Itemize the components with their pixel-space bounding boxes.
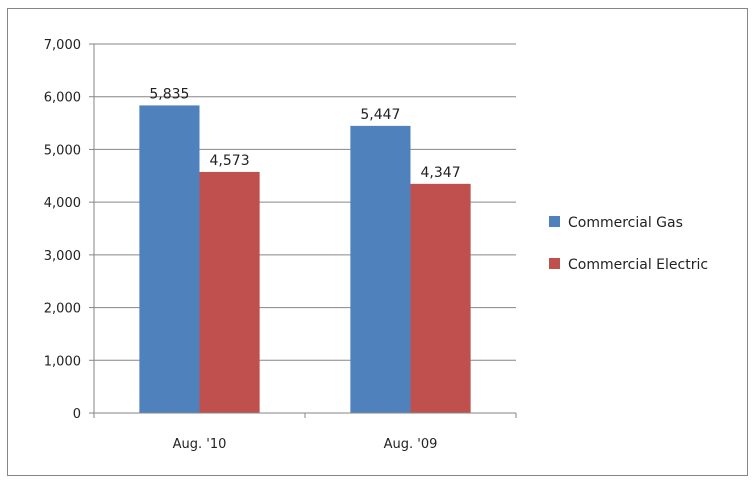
data-label: 4,573 xyxy=(210,153,250,169)
x-tick-label: Aug. '09 xyxy=(384,437,438,452)
x-tick-label: Aug. '10 xyxy=(173,437,227,452)
legend: Commercial Gas Commercial Electric xyxy=(549,215,708,273)
data-labels: 5,835 4,573 5,447 4,347 xyxy=(149,86,460,180)
legend-swatch xyxy=(549,216,560,227)
y-tick-label: 1,000 xyxy=(44,354,81,369)
y-tick-label: 7,000 xyxy=(44,38,81,53)
legend-label: Commercial Gas xyxy=(568,215,683,231)
data-label: 5,447 xyxy=(360,107,400,123)
data-label: 5,835 xyxy=(149,86,189,102)
y-tick-label: 6,000 xyxy=(44,91,81,106)
y-tick-label: 2,000 xyxy=(44,302,81,317)
bar xyxy=(410,183,471,413)
bars xyxy=(139,105,471,413)
y-tick-label: 5,000 xyxy=(44,143,81,158)
bar xyxy=(350,125,411,413)
tick-labels: 0 1,000 2,000 3,000 4,000 5,000 6,000 7,000 Aug.… xyxy=(44,38,438,452)
y-tick-label: 0 xyxy=(73,407,81,422)
bar xyxy=(199,171,260,413)
legend-swatch xyxy=(549,258,560,269)
y-tick-label: 3,000 xyxy=(44,249,81,264)
data-label: 4,347 xyxy=(421,165,461,181)
legend-label: Commercial Electric xyxy=(568,257,708,273)
bar xyxy=(139,105,200,413)
axes xyxy=(89,43,517,418)
y-tick-label: 4,000 xyxy=(44,196,81,211)
